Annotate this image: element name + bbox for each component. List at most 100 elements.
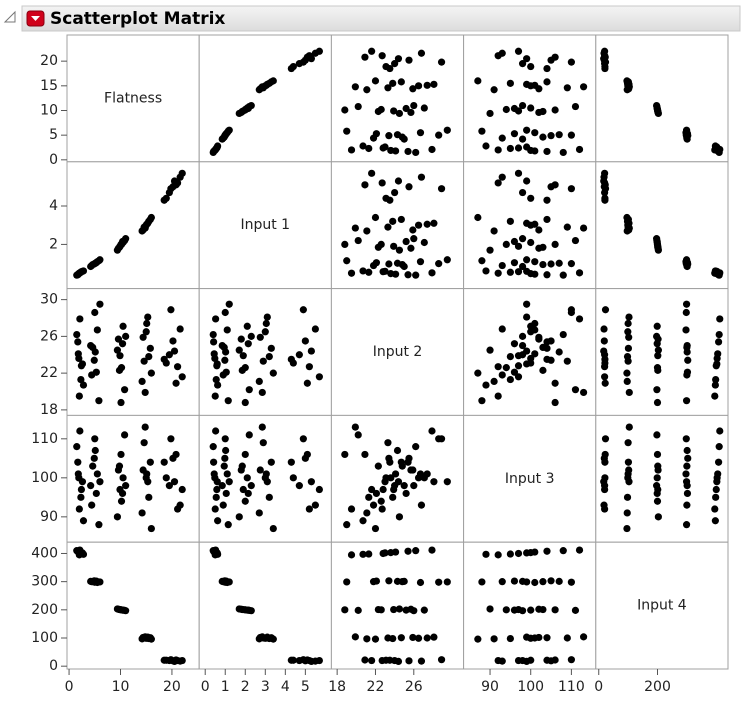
point [416,578,425,587]
point [494,269,502,277]
point [551,398,559,407]
point [387,146,395,155]
point [510,104,519,113]
point [374,462,382,470]
point [351,83,359,91]
point [341,240,349,249]
point [494,656,502,665]
point [395,513,404,521]
point [172,379,180,387]
point [311,325,319,333]
point [354,236,362,245]
point [410,607,418,615]
point [410,235,418,243]
point [165,482,173,490]
point [624,319,632,328]
y-tick-label: 0 [49,658,58,674]
point [301,337,309,345]
point [169,454,177,462]
point [363,86,371,94]
point [235,346,243,354]
x-tick-label: 0 [201,679,210,695]
point [402,606,410,614]
point [494,551,502,559]
point [371,635,380,643]
point [369,261,378,270]
cell [330,288,465,416]
point [514,268,523,276]
point [527,238,535,247]
point [90,454,98,462]
point [625,313,633,321]
point [547,132,555,140]
point [514,373,523,381]
point [212,493,220,501]
point [141,388,149,397]
point [351,633,359,641]
point [712,493,720,501]
point [414,634,423,642]
point [209,443,217,451]
point [623,352,632,361]
point [601,373,609,381]
point [113,513,122,521]
point [76,315,84,323]
x-tick-label: 90 [481,679,499,695]
point [118,340,127,348]
point [547,183,555,191]
point [256,333,264,341]
point [74,458,82,466]
point [391,470,400,478]
point [575,145,584,154]
point [683,348,691,356]
point [160,196,168,204]
point [173,505,182,513]
point [347,146,356,154]
point [567,306,575,314]
point [244,489,252,498]
point [142,328,150,336]
point [543,344,551,352]
point [623,493,632,501]
point [559,148,567,157]
point [514,549,523,558]
point [213,362,221,370]
point [531,220,539,228]
point [430,478,438,486]
point [256,633,264,642]
cell [595,161,729,290]
point [88,371,96,379]
point [567,185,575,193]
point [486,605,494,613]
point [395,109,404,118]
point [121,431,129,439]
cell [463,34,597,163]
point [301,454,309,462]
point [139,226,147,234]
point [490,635,498,643]
point [414,82,423,90]
point [241,398,249,407]
point [420,238,428,247]
point [116,352,124,360]
point [390,605,398,614]
point [88,501,96,509]
point [435,578,443,586]
point [238,107,246,116]
point [387,270,395,278]
point [498,578,506,586]
point [262,470,270,478]
point [211,354,219,363]
point [239,485,247,494]
cell [330,541,465,670]
point [117,398,125,407]
point [711,142,719,150]
point [139,333,147,341]
point [91,308,99,317]
point [510,577,519,585]
point [535,226,543,234]
x-tick-label: 26 [405,679,423,695]
point [365,550,373,558]
outline-toggle[interactable] [3,10,16,23]
